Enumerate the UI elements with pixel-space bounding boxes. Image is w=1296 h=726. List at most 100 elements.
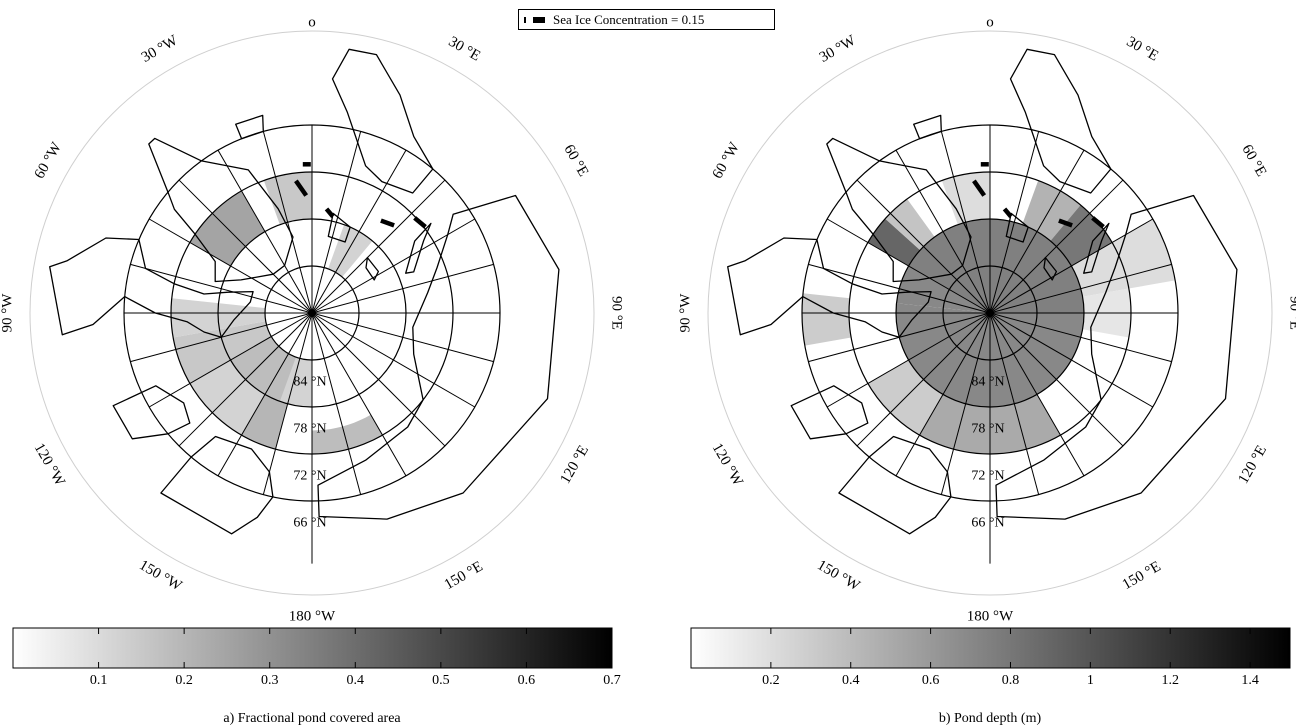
latitude-label: 84 °N: [971, 374, 1004, 389]
coastline: [1009, 48, 1112, 194]
meridian: [130, 263, 313, 314]
meridian: [262, 312, 313, 495]
meridian: [826, 312, 991, 408]
ice-concentration-track: [324, 207, 335, 218]
map-panel-b: 66 °N 72 °N 78 °N 84 °N 180 °W 150 °E 120 °E 90…: [677, 14, 1296, 624]
meridian: [895, 312, 991, 477]
meridian: [940, 312, 991, 495]
latitude-label: 66 °N: [971, 515, 1004, 530]
grid-cell: [867, 218, 921, 266]
meridian: [217, 149, 313, 314]
caption-a: a) Fractional pond covered area: [223, 711, 401, 726]
grid-cell: [896, 303, 990, 360]
meridian: [856, 312, 991, 447]
meridian: [989, 149, 1085, 314]
meridian: [989, 312, 1124, 447]
meridian: [311, 131, 362, 314]
grid-cell: [230, 336, 296, 402]
colorbar-tick-label: 0.4: [842, 673, 860, 688]
colorbar-tick-label: 0.3: [261, 673, 279, 688]
colorbar-tick-label: 0.8: [1002, 673, 1020, 688]
longitude-label: 120 °W: [31, 441, 68, 490]
legend-label: Sea Ice Concentration = 0.15: [553, 11, 705, 27]
meridian: [989, 179, 1124, 314]
colorbar-tick-label: 0.6: [922, 673, 940, 688]
meridian: [808, 312, 991, 363]
coastline: [112, 385, 191, 440]
ice-concentration-track: [972, 179, 987, 197]
ice-concentration-track: [380, 218, 395, 228]
coastline: [1043, 256, 1058, 281]
coastline: [1083, 222, 1110, 274]
longitude-label: 150 °W: [136, 557, 185, 594]
colorbar-tick-label: 0.2: [175, 673, 193, 688]
coastline: [365, 256, 380, 281]
meridian: [311, 312, 407, 477]
longitude-label: 120 °E: [1236, 443, 1271, 487]
longitude-label: 90 °E: [609, 296, 625, 330]
latitude-label: 78 °N: [293, 421, 326, 436]
meridian: [311, 312, 446, 447]
meridian: [311, 218, 476, 314]
meridian: [989, 312, 1154, 408]
meridian: [808, 263, 991, 314]
latitude-label: 84 °N: [293, 374, 326, 389]
meridian: [940, 131, 991, 314]
coastline: [405, 222, 432, 274]
meridian: [311, 312, 362, 495]
longitude-label: 60 °W: [32, 139, 66, 181]
coastline: [790, 385, 869, 440]
longitude-label: 90 °E: [1287, 296, 1296, 330]
longitude-label: 30 °E: [446, 34, 483, 65]
meridian: [178, 312, 313, 447]
longitude-label: 120 °E: [558, 443, 593, 487]
ice-concentration-track: [413, 216, 427, 229]
meridian: [989, 218, 1154, 314]
meridian: [148, 218, 313, 314]
grid-cell: [1050, 205, 1113, 266]
track-symbol-icon: [519, 14, 553, 26]
longitude-label: 150 °E: [1120, 559, 1164, 594]
meridian: [311, 312, 494, 363]
ice-concentration-track: [1002, 207, 1013, 218]
longitude-label: 60 °E: [1238, 142, 1269, 179]
grid-cell: [885, 198, 935, 251]
longitude-label: o: [986, 14, 994, 30]
colorbar-tick-label: 1.4: [1241, 673, 1259, 688]
ice-concentration-track: [1091, 216, 1105, 229]
longitude-label: 150 °E: [442, 559, 486, 594]
colorbar-tick-label: 0.2: [762, 673, 780, 688]
meridian: [989, 131, 1040, 314]
meridian: [895, 149, 991, 314]
meridian: [856, 179, 991, 314]
legend-box: Sea Ice Concentration = 0.15: [518, 9, 775, 30]
grid-cell: [312, 414, 383, 454]
latitude-label: 72 °N: [293, 468, 326, 483]
grid-cell: [328, 224, 373, 277]
meridian: [826, 218, 991, 314]
longitude-label: 90 °W: [0, 293, 15, 333]
colorbar-tick-label: 0.5: [432, 673, 450, 688]
coastline: [327, 212, 351, 243]
meridian: [311, 179, 446, 314]
meridian: [178, 179, 313, 314]
meridian: [148, 312, 313, 408]
colorbar-b: 0.2 0.4 0.6 0.8 1 1.2 1.4: [690, 627, 1291, 688]
longitude-label: 30 °W: [817, 32, 859, 66]
longitude-label: o: [308, 14, 316, 30]
longitude-label: 60 °W: [710, 139, 744, 181]
longitude-label: 60 °E: [560, 142, 591, 179]
meridian: [311, 263, 494, 314]
grid-cell: [908, 313, 990, 407]
meridian: [989, 263, 1172, 314]
latitude-label: 66 °N: [293, 515, 326, 530]
coastline: [1005, 212, 1029, 243]
longitude-label: 150 °W: [814, 557, 863, 594]
grid-cell: [802, 293, 852, 346]
meridian: [989, 312, 1040, 495]
longitude-label: 180 °W: [289, 608, 336, 624]
meridian: [130, 312, 313, 363]
latitude-label: 72 °N: [971, 468, 1004, 483]
coastline: [331, 48, 434, 194]
